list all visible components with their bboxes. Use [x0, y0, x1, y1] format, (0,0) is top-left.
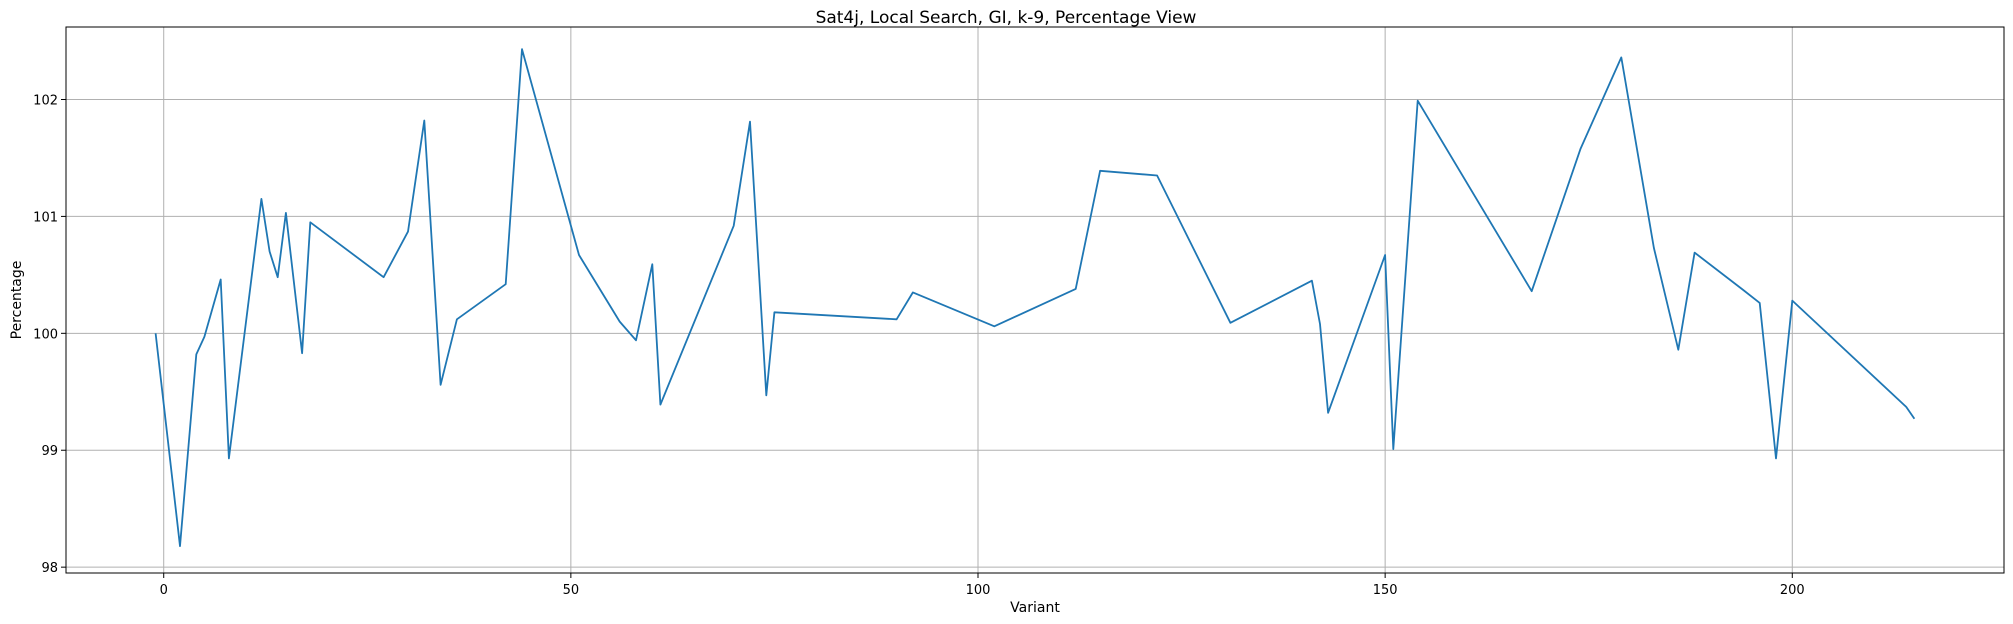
x-tick-label: 50 [563, 583, 580, 598]
plot-frame [65, 26, 2005, 574]
x-tick-label: 100 [966, 583, 991, 598]
y-axis-label: Percentage [9, 261, 25, 340]
y-tick-label: 99 [41, 444, 58, 459]
axis-ticks: 0 50 100 150 200 98 99 100 101 102 [33, 93, 1805, 598]
grid-lines [66, 27, 2004, 573]
series-line [154, 48, 1916, 547]
x-tick-label: 200 [1780, 583, 1805, 598]
x-axis-label: Variant [1010, 600, 1060, 616]
y-tick-label: 101 [33, 210, 58, 225]
y-tick-label: 100 [33, 327, 58, 342]
y-tick-label: 102 [33, 93, 58, 108]
chart-title: Sat4j, Local Search, GI, k-9, Percentage… [816, 8, 1197, 28]
x-tick-label: 150 [1373, 583, 1398, 598]
x-tick-label: 0 [160, 583, 168, 598]
y-tick-label: 98 [41, 561, 58, 576]
